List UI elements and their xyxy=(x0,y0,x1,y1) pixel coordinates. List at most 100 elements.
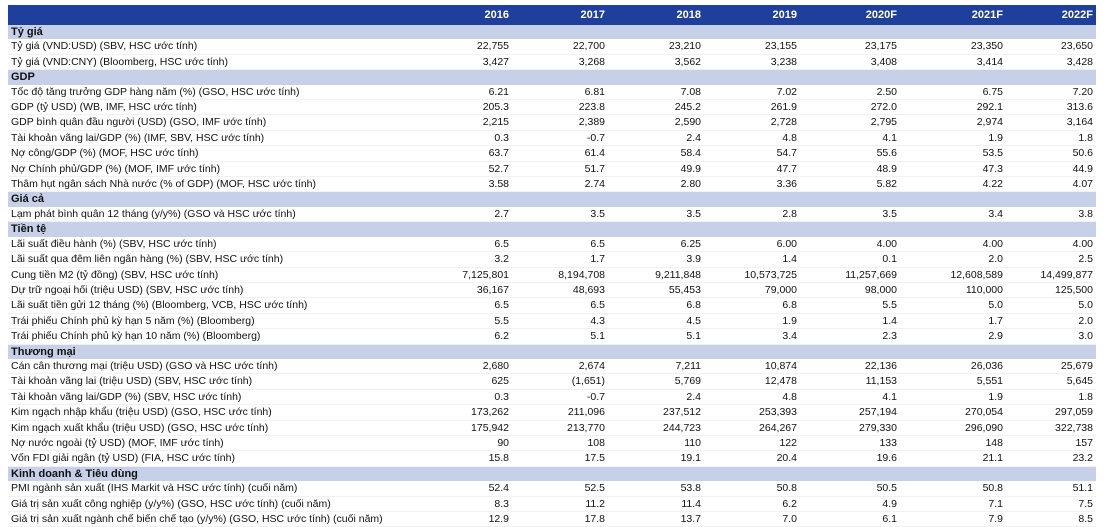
value-cell-2016: 205.3 xyxy=(428,99,512,116)
value-cell-2020f: 4.1 xyxy=(800,130,900,147)
table-row: Kim ngạch nhập khẩu (triệu USD) (GSO, HS… xyxy=(8,404,1096,421)
value-cell-2021f: 3.4 xyxy=(900,206,1006,223)
value-cell-2018: 23,210 xyxy=(608,39,704,55)
value-cell-2016: 0.3 xyxy=(428,130,512,147)
value-cell-2017: 8,194,708 xyxy=(512,267,608,283)
value-cell-2019: 79,000 xyxy=(704,282,800,299)
value-cell-2018: 237,512 xyxy=(608,404,704,421)
value-cell-2022f: 7.5 xyxy=(1006,496,1096,513)
table-row: Lãi suất điều hành (%) (SBV, HSC ước tín… xyxy=(8,236,1096,253)
value-cell-2019: 7.02 xyxy=(704,84,800,101)
table-row: Trái phiếu Chính phủ kỳ hạn 5 năm (%) (B… xyxy=(8,313,1096,330)
value-cell-2017: -0.7 xyxy=(512,130,608,147)
table-row: Vốn FDI giải ngân (tỷ USD) (FIA, HSC ước… xyxy=(8,450,1096,467)
value-cell-2021f: 6.75 xyxy=(900,84,1006,101)
year-header-2021f: 2021F xyxy=(900,5,1006,25)
value-cell-2022f: 2.0 xyxy=(1006,313,1096,330)
table-row: Lãi suất qua đêm liên ngân hàng (%) (SBV… xyxy=(8,251,1096,268)
row-label: Lãi suất tiền gửi 12 tháng (%) (Bloomber… xyxy=(8,297,428,314)
value-cell-2021f: 26,036 xyxy=(900,358,1006,375)
row-label: Nợ công/GDP (%) (MOF, HSC ước tính) xyxy=(8,145,428,162)
section-row: Thương mại xyxy=(8,344,1096,359)
value-cell-2022f: 23,650 xyxy=(1006,39,1096,55)
value-cell-2020f: 48.9 xyxy=(800,161,900,178)
value-cell-2019: 122 xyxy=(704,435,800,452)
value-cell-2019: 50.8 xyxy=(704,481,800,497)
value-cell-2016: 5.5 xyxy=(428,313,512,330)
section-title: Tiền tệ xyxy=(8,221,1096,237)
value-cell-2021f: 5.0 xyxy=(900,297,1006,314)
value-cell-2021f: 3,414 xyxy=(900,54,1006,71)
value-cell-2018: 2.4 xyxy=(608,389,704,406)
value-cell-2019: 47.7 xyxy=(704,161,800,178)
value-cell-2018: 5.1 xyxy=(608,328,704,345)
row-label: PMI ngành sản xuất (IHS Markit và HSC ướ… xyxy=(8,481,428,497)
value-cell-2017: 211,096 xyxy=(512,404,608,421)
value-cell-2021f: 2,974 xyxy=(900,114,1006,131)
value-cell-2016: 2,680 xyxy=(428,358,512,375)
value-cell-2020f: 55.6 xyxy=(800,145,900,162)
value-cell-2017: 52.5 xyxy=(512,481,608,497)
value-cell-2020f: 133 xyxy=(800,435,900,452)
table-row: GDP (tỷ USD) (WB, IMF, HSC ước tính) 205.… xyxy=(8,99,1096,116)
value-cell-2019: 23,155 xyxy=(704,39,800,55)
value-cell-2016: 90 xyxy=(428,435,512,452)
value-cell-2020f: 4.00 xyxy=(800,236,900,253)
table-row: Tỷ giá (VND:CNY) (Bloomberg, HSC ước tín… xyxy=(8,54,1096,71)
value-cell-2016: 173,262 xyxy=(428,404,512,421)
value-cell-2019: 20.4 xyxy=(704,450,800,467)
row-label: Trái phiếu Chính phủ kỳ hạn 10 năm (%) (… xyxy=(8,328,428,345)
value-cell-2018: 9,211,848 xyxy=(608,267,704,283)
table-row: Kim ngạch xuất khẩu (triệu USD) (GSO, HS… xyxy=(8,420,1096,436)
year-header-2020f: 2020F xyxy=(800,5,900,25)
value-cell-2017: 6.5 xyxy=(512,297,608,314)
value-cell-2022f: 25,679 xyxy=(1006,358,1096,375)
value-cell-2017: 48,693 xyxy=(512,282,608,299)
value-cell-2021f: 148 xyxy=(900,435,1006,452)
value-cell-2022f: 50.6 xyxy=(1006,145,1096,162)
value-cell-2018: 244,723 xyxy=(608,420,704,436)
value-cell-2020f: 23,175 xyxy=(800,39,900,55)
value-cell-2022f: 157 xyxy=(1006,435,1096,452)
value-cell-2017: 213,770 xyxy=(512,420,608,436)
value-cell-2021f: 4.00 xyxy=(900,236,1006,253)
value-cell-2016: 175,942 xyxy=(428,420,512,436)
value-cell-2020f: 50.5 xyxy=(800,481,900,497)
value-cell-2019: 54.7 xyxy=(704,145,800,162)
value-cell-2019: 264,267 xyxy=(704,420,800,436)
value-cell-2021f: 12,608,589 xyxy=(900,267,1006,283)
section-title: GDP xyxy=(8,69,1096,85)
value-cell-2022f: 3,428 xyxy=(1006,54,1096,71)
value-cell-2020f: 6.1 xyxy=(800,511,900,527)
value-cell-2020f: 272.0 xyxy=(800,99,900,116)
value-cell-2018: 7,211 xyxy=(608,358,704,375)
value-cell-2020f: 5.5 xyxy=(800,297,900,314)
row-label: Tài khoản vãng lai (triệu USD) (SBV, HSC… xyxy=(8,373,428,390)
value-cell-2019: 4.8 xyxy=(704,130,800,147)
value-cell-2018: 245.2 xyxy=(608,99,704,116)
value-cell-2019: 261.9 xyxy=(704,99,800,116)
value-cell-2017: -0.7 xyxy=(512,389,608,406)
value-cell-2022f: 4.07 xyxy=(1006,176,1096,193)
row-label: Cung tiền M2 (tỷ đồng) (SBV, HSC ước tín… xyxy=(8,267,428,283)
row-label: Vốn FDI giải ngân (tỷ USD) (FIA, HSC ước… xyxy=(8,450,428,467)
row-label: Thâm hụt ngân sách Nhà nước (% of GDP) (… xyxy=(8,176,428,193)
value-cell-2019: 3.4 xyxy=(704,328,800,345)
section-row: Giá cả xyxy=(8,191,1096,207)
header-row: 2016 2017 2018 2019 2020F 2021F 2022F xyxy=(8,5,1096,25)
value-cell-2018: 13.7 xyxy=(608,511,704,527)
value-cell-2016: 63.7 xyxy=(428,145,512,162)
value-cell-2021f: 21.1 xyxy=(900,450,1006,467)
value-cell-2020f: 3,408 xyxy=(800,54,900,71)
value-cell-2019: 10,874 xyxy=(704,358,800,375)
year-header-2022f: 2022F xyxy=(1006,5,1096,25)
value-cell-2017: 223.8 xyxy=(512,99,608,116)
value-cell-2022f: 1.8 xyxy=(1006,130,1096,147)
row-label: Lãi suất qua đêm liên ngân hàng (%) (SBV… xyxy=(8,251,428,268)
table-row: Dự trữ ngoại hối (triệu USD) (SBV, HSC ư… xyxy=(8,282,1096,299)
table-row: Cung tiền M2 (tỷ đồng) (SBV, HSC ước tín… xyxy=(8,267,1096,283)
value-cell-2017: (1,651) xyxy=(512,373,608,390)
row-label: GDP (tỷ USD) (WB, IMF, HSC ước tính) xyxy=(8,99,428,116)
value-cell-2016: 3.58 xyxy=(428,176,512,193)
